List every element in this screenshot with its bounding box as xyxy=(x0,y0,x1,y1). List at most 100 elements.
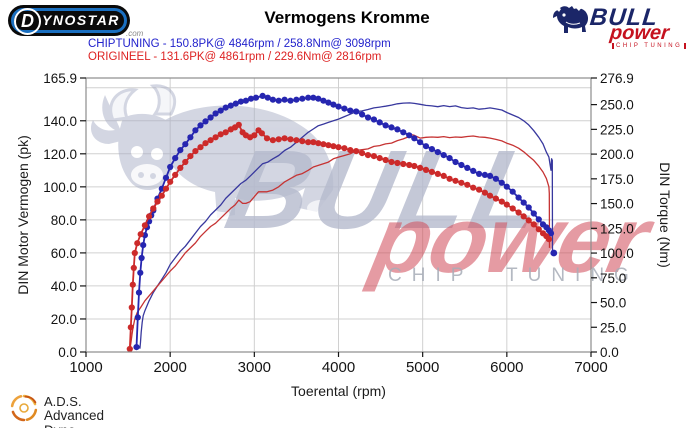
origineel-torque-nm-marker xyxy=(470,184,477,191)
chiptuning-torque-nm-marker xyxy=(411,135,418,142)
origineel-torque-nm-marker xyxy=(131,249,138,257)
origineel-torque-nm-marker xyxy=(197,144,204,151)
y-left-tick-label: 100.0 xyxy=(43,180,77,195)
origineel-torque-nm-marker xyxy=(187,153,194,160)
y-right-tick-label: 225.0 xyxy=(600,122,634,137)
chiptuning-torque-nm-marker xyxy=(252,94,260,101)
origineel-torque-nm-marker xyxy=(458,179,465,186)
y-left-tick-label: 40.0 xyxy=(51,279,77,294)
dynostar-logo-ring xyxy=(11,8,127,33)
chiptuning-torque-nm-marker xyxy=(299,95,306,102)
origineel-torque-nm-marker xyxy=(364,152,372,159)
y-left-tick-label: 80.0 xyxy=(51,213,77,228)
chiptuning-torque-nm-marker xyxy=(310,94,317,101)
origineel-torque-nm-marker xyxy=(128,304,135,311)
chiptuning-torque-nm-marker xyxy=(177,147,184,154)
chiptuning-torque-nm-marker xyxy=(247,95,255,102)
chiptuning-torque-nm-marker xyxy=(242,97,249,104)
chiptuning-torque-nm-marker xyxy=(422,143,430,150)
y-right-tick-label: 250.0 xyxy=(600,98,634,113)
chiptuning-torque-nm-marker xyxy=(547,230,555,237)
chiptuning-torque-nm-marker xyxy=(388,124,395,131)
chiptuning-torque-nm-marker xyxy=(202,118,209,125)
origineel-torque-nm-marker xyxy=(359,150,366,157)
y-right-tick-label: 0.0 xyxy=(600,345,619,360)
chiptuning-torque-nm-marker xyxy=(133,344,140,351)
origineel-torque-nm-marker xyxy=(545,236,553,243)
chiptuning-torque-nm-marker xyxy=(167,163,174,171)
chiptuning-torque-nm-marker xyxy=(530,210,537,217)
origineel-torque-nm-marker xyxy=(275,136,282,143)
origineel-torque-nm-marker xyxy=(182,158,189,166)
origineel-torque-nm-marker xyxy=(251,132,258,139)
ads-swirl-icon xyxy=(10,394,38,422)
chiptuning-torque-nm-marker xyxy=(275,97,282,104)
chiptuning-torque-nm-marker xyxy=(353,108,360,115)
chiptuning-torque-nm-marker xyxy=(212,110,219,117)
x-tick-label: 5000 xyxy=(406,359,439,376)
dynostar-logo-d: D xyxy=(14,8,41,35)
origineel-torque-nm-marker xyxy=(434,170,441,177)
chiptuning-torque-nm-marker xyxy=(287,97,294,104)
origineel-torque-nm-marker xyxy=(305,139,312,146)
chiptuning-torque-nm-marker xyxy=(227,102,234,109)
x-tick-label: 6000 xyxy=(490,359,523,376)
y-left-tick-label: 60.0 xyxy=(51,246,77,261)
x-tick-label: 3000 xyxy=(238,359,271,376)
chiptuning-torque-nm-marker xyxy=(341,105,348,112)
y-right-tick-label: 150.0 xyxy=(600,197,634,212)
chiptuning-torque-nm-marker xyxy=(498,179,505,186)
chiptuning-torque-nm-marker xyxy=(515,194,522,201)
chiptuning-torque-nm-marker xyxy=(207,114,214,121)
chiptuning-torque-nm-marker xyxy=(135,289,143,296)
chiptuning-torque-nm-marker xyxy=(232,100,239,107)
chiptuning-torque-nm-marker xyxy=(192,127,199,134)
origineel-torque-nm-marker xyxy=(269,137,276,144)
chiptuning-torque-nm-marker xyxy=(376,119,383,126)
y-right-tick-label: 276.9 xyxy=(600,71,634,86)
origineel-torque-nm-marker xyxy=(446,175,453,182)
watermarks: BULL power CHIP TUNING xyxy=(90,84,663,293)
origineel-torque-nm-marker xyxy=(535,226,542,233)
origineel-torque-nm-marker xyxy=(192,148,199,155)
chiptuning-torque-nm-marker xyxy=(138,254,145,262)
y-axis-left-title: DIN Motor Vermogen (pk) xyxy=(15,135,31,295)
chiptuning-torque-nm-marker xyxy=(452,158,459,166)
origineel-torque-nm-marker xyxy=(503,201,510,208)
chiptuning-torque-nm-end-marker xyxy=(550,249,558,257)
origineel-torque-nm-marker xyxy=(370,153,377,160)
chiptuning-torque-nm-marker xyxy=(172,155,179,162)
origineel-torque-nm-marker xyxy=(222,129,229,136)
axes-and-ticks: 165.9 140.0 120.0 100.0 80.0 60.0 40.0 20.0 0.0 2… xyxy=(43,71,634,376)
chiptuning-torque-nm-marker xyxy=(134,314,141,321)
origineel-torque-nm-marker xyxy=(394,159,401,167)
y-left-tick-label: 0.0 xyxy=(58,345,77,360)
dynostar-logo-text: YNOSTAR xyxy=(42,12,120,28)
origineel-torque-nm-marker xyxy=(486,192,494,199)
origineel-torque-nm-marker xyxy=(207,137,214,144)
origineel-torque-nm-marker xyxy=(141,222,148,229)
y-right-tick-label: 100.0 xyxy=(600,246,634,261)
origineel-torque-nm-marker xyxy=(299,138,306,145)
chiptuning-torque-nm-marker xyxy=(315,95,322,102)
chiptuning-torque-nm-marker xyxy=(269,96,276,103)
origineel-torque-nm-marker xyxy=(212,134,219,141)
legend-chiptuning: CHIPTUNING - 150.8PK@ 4846rpm / 258.8Nm@… xyxy=(88,38,391,50)
dyno-curves xyxy=(126,92,558,353)
x-tick-label: 4000 xyxy=(322,359,355,376)
chiptuning-torque-nm-marker xyxy=(217,107,224,114)
y-right-tick-label: 200.0 xyxy=(600,147,634,162)
origineel-torque-nm-marker xyxy=(476,186,483,193)
origineel-torque-nm-marker xyxy=(134,240,141,247)
origineel-torque-nm-marker xyxy=(515,209,522,216)
origineel-torque-nm-marker xyxy=(315,140,322,147)
chiptuning-torque-nm-marker xyxy=(476,170,483,177)
chiptuning-torque-nm-marker xyxy=(325,99,332,106)
chiptuning-torque-nm-marker xyxy=(305,94,312,101)
dynostar-logo: D YNOSTAR xyxy=(8,5,130,36)
origineel-torque-nm-marker xyxy=(452,177,459,184)
chiptuning-torque-nm-marker xyxy=(137,269,144,276)
origineel-torque-nm-marker xyxy=(287,136,294,143)
ads-footer: A.D.S. Advanced Dyno Station xyxy=(8,392,104,428)
chiptuning-torque-nm-marker xyxy=(237,98,244,105)
